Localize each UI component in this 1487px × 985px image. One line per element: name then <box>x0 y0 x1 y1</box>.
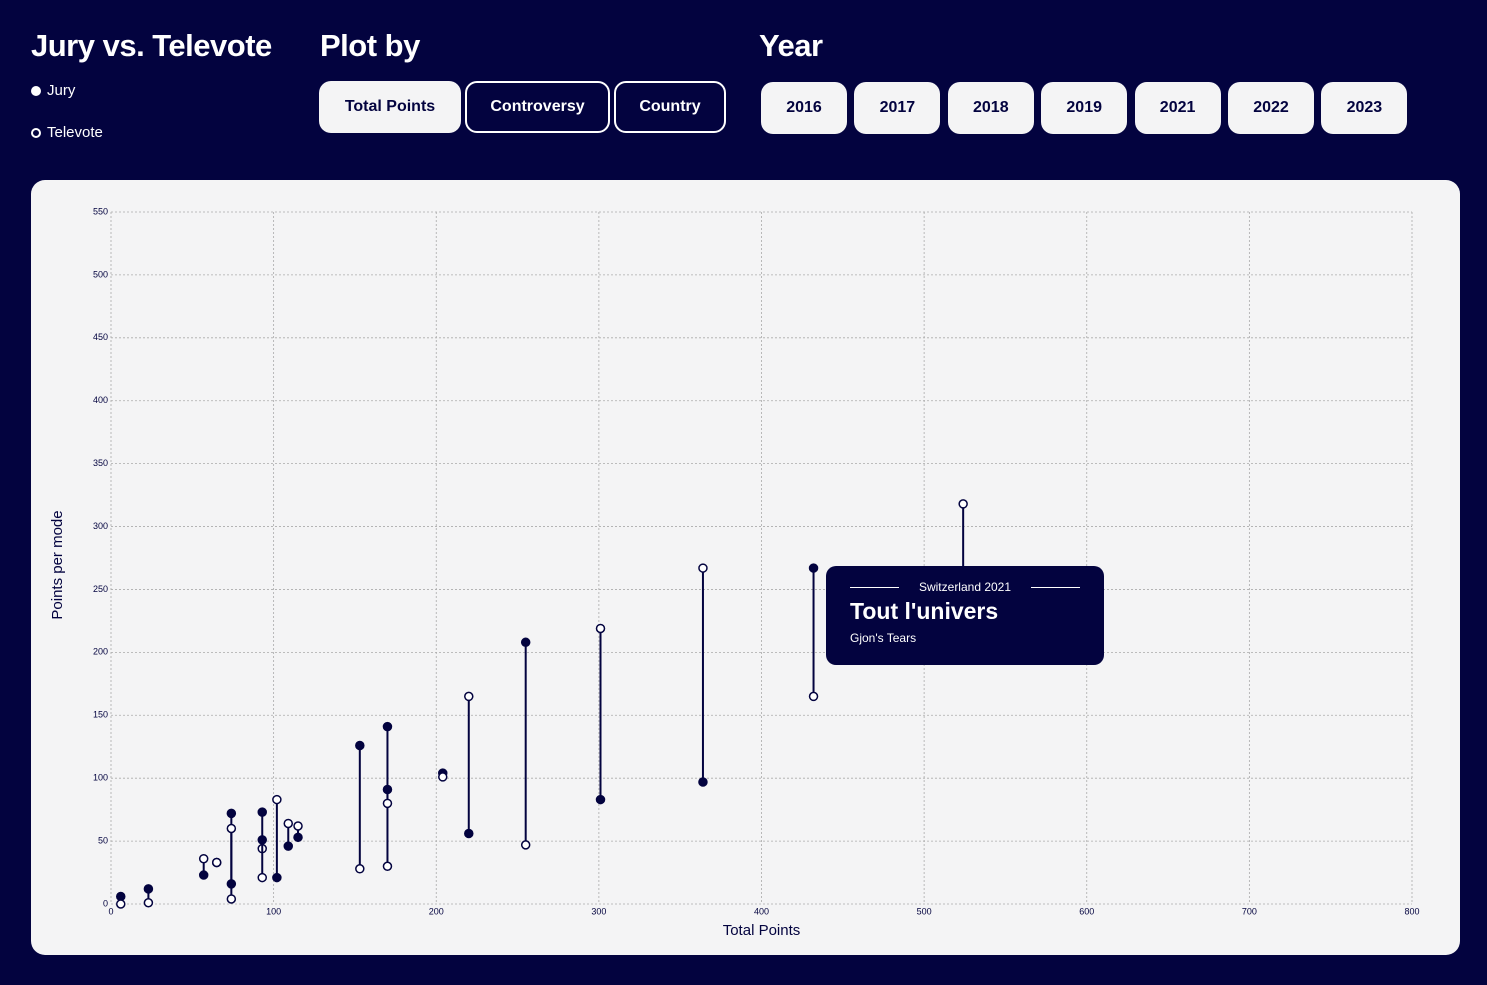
data-point <box>293 821 303 831</box>
data-point <box>226 894 237 904</box>
button[interactable]: 2018 <box>947 82 1034 134</box>
data-point <box>272 794 282 805</box>
data-point <box>226 879 237 889</box>
chart-card: 0 50 100 150 200 250 300 350 400 450 500 550 0 100 200… <box>31 180 1460 955</box>
data-point <box>438 772 448 782</box>
tooltip: Switzerland 2021 Tout l'univers Gjon's T… <box>826 566 1104 665</box>
data-point <box>116 899 126 909</box>
chart: 0 50 100 150 200 250 300 350 400 450 500 550 0 100 200… <box>49 206 1420 939</box>
y-tick-label: 550 <box>93 206 108 216</box>
data-point <box>143 884 154 894</box>
data-point <box>355 864 365 874</box>
data-point <box>595 794 606 805</box>
y-tick-label: 300 <box>93 521 108 531</box>
tooltip-artist: Gjon's Tears <box>850 631 917 645</box>
y-tick-label: 450 <box>93 332 108 342</box>
x-tick-label: 800 <box>1404 906 1419 916</box>
data-point <box>355 740 365 751</box>
tooltip-header: Switzerland 2021 <box>850 580 1080 594</box>
button[interactable]: 2019 <box>1041 82 1128 134</box>
data-point <box>257 807 267 817</box>
data-point <box>257 835 267 845</box>
y-tick-label: 400 <box>93 395 108 405</box>
data-point <box>382 784 393 795</box>
data-point <box>272 872 282 883</box>
data-point <box>520 637 531 648</box>
button[interactable]: 2022 <box>1228 82 1314 134</box>
button[interactable]: 2021 <box>1134 82 1221 134</box>
data-point <box>958 499 968 509</box>
y-tick-label: 100 <box>93 773 108 783</box>
x-tick-label: 700 <box>1242 906 1257 916</box>
data-point <box>211 857 222 868</box>
x-tick-label: 200 <box>429 906 444 916</box>
legend-marker <box>31 85 41 96</box>
x-axis-label: Total Points <box>723 922 801 939</box>
data-point <box>464 828 474 839</box>
legend-label: Jury <box>47 82 76 99</box>
tooltip-song: Tout l'univers <box>850 598 999 624</box>
x-tick-label: 300 <box>591 906 606 916</box>
page-title: Jury vs. Televote <box>31 28 272 63</box>
data-point <box>283 841 294 851</box>
button[interactable]: Controversy <box>465 81 610 133</box>
data-point <box>257 872 267 883</box>
data-point <box>808 691 819 702</box>
data-point <box>283 818 294 829</box>
data-point <box>382 721 393 732</box>
button[interactable]: Country <box>614 81 726 133</box>
legend-marker <box>31 127 41 138</box>
data-point <box>226 823 237 834</box>
y-tick-label: 500 <box>93 269 108 279</box>
y-axis-label: Points per mode <box>49 510 66 619</box>
data-point <box>198 853 209 864</box>
data-point <box>198 870 209 880</box>
tooltip-heading: Switzerland 2021 <box>918 580 1012 594</box>
x-tick-label: 100 <box>266 906 281 916</box>
data-point <box>595 623 606 634</box>
data-point <box>808 563 819 573</box>
button[interactable]: 2017 <box>854 82 941 134</box>
x-tick-label: 500 <box>917 906 932 916</box>
button[interactable]: 2023 <box>1321 82 1408 134</box>
button[interactable]: 2016 <box>761 82 847 134</box>
data-point <box>382 861 393 872</box>
y-tick-label: 250 <box>93 584 108 594</box>
y-tick-label: 50 <box>98 835 108 845</box>
data-point <box>464 691 474 702</box>
legend-item: Jury <box>31 82 75 99</box>
y-tick-label: 0 <box>103 898 108 908</box>
y-tick-label: 200 <box>93 647 108 657</box>
x-tick-label: 400 <box>754 906 769 916</box>
data-point <box>226 808 237 819</box>
legend-item: Televote <box>31 124 103 141</box>
section-title: Year <box>759 28 823 63</box>
button[interactable]: Total Points <box>319 81 461 133</box>
y-tick-label: 150 <box>93 710 108 720</box>
x-tick-label: 600 <box>1079 906 1094 916</box>
y-tick-label: 350 <box>93 458 108 468</box>
data-point <box>520 840 531 850</box>
data-point <box>143 897 154 908</box>
data-point <box>293 832 303 843</box>
data-point <box>382 798 393 809</box>
section-title: Plot by <box>320 28 420 63</box>
data-point <box>698 777 708 787</box>
data-point <box>698 563 708 573</box>
legend-label: Televote <box>47 124 103 141</box>
x-tick-label: 0 <box>108 906 113 916</box>
